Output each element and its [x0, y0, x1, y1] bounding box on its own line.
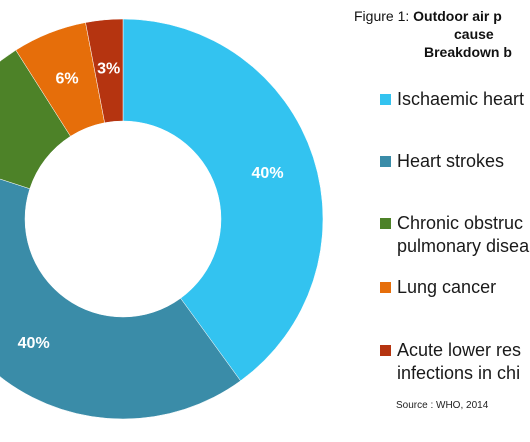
- legend-label: Acute lower res: [397, 340, 522, 360]
- donut-slice-0: [122, 18, 324, 382]
- legend-label-line2: pulmonary disea: [397, 236, 530, 256]
- legend-label-line2: infections in chi: [397, 363, 521, 383]
- donut-slice-4: [85, 18, 124, 124]
- figure-title-line2: cause: [454, 26, 494, 42]
- source-note: Source : WHO, 2014: [396, 400, 489, 411]
- legend-label: Ischaemic heart: [397, 89, 525, 109]
- figure-title-line1: Outdoor air p: [413, 8, 502, 24]
- legend-swatch: [380, 218, 391, 229]
- legend-label: Lung cancer: [397, 277, 497, 297]
- legend-label: Chronic obstruc: [397, 213, 524, 233]
- donut-slice-1: [0, 178, 241, 420]
- figure-title-line3: Breakdown b: [424, 44, 512, 60]
- legend-swatch: [380, 94, 391, 105]
- legend-swatch: [380, 282, 391, 293]
- donut-data-label-1: 40%: [18, 335, 50, 352]
- donut-data-label-0: 40%: [252, 165, 284, 182]
- legend-label: Heart strokes: [397, 151, 505, 171]
- legend-swatch: [380, 156, 391, 167]
- figure-prefix: Figure 1:: [354, 8, 410, 24]
- legend-swatch: [380, 345, 391, 356]
- donut-data-label-4: 3%: [97, 61, 120, 78]
- donut-data-label-3: 6%: [55, 71, 78, 88]
